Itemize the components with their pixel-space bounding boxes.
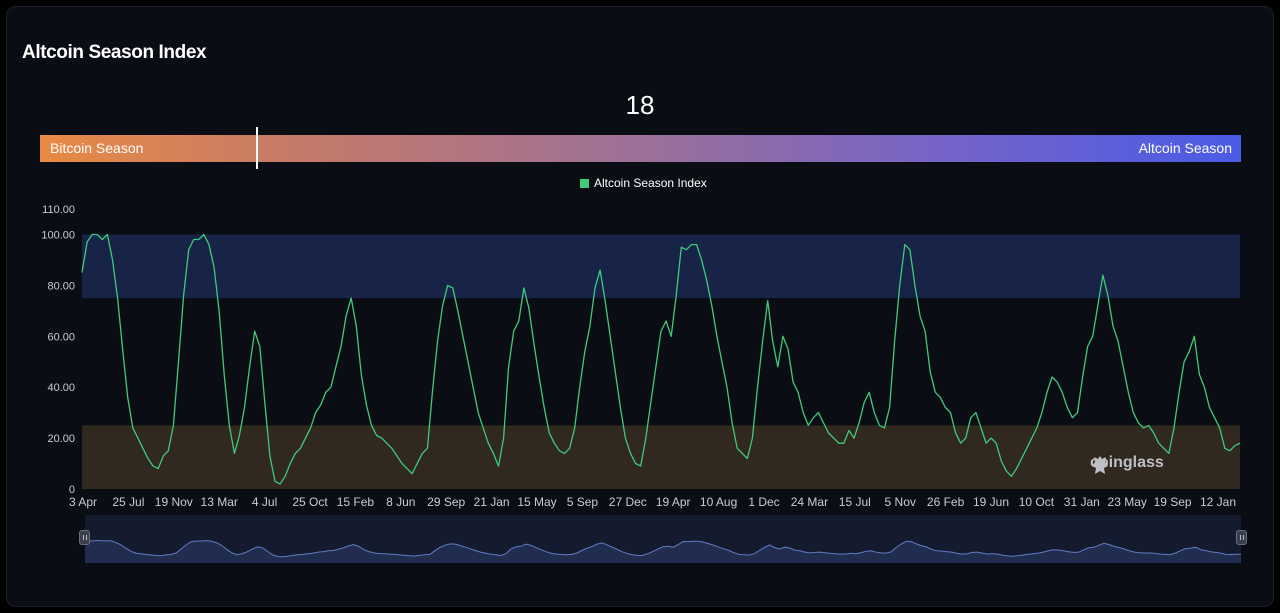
x-tick-label: 25 Oct <box>292 495 328 509</box>
y-tick-label: 20.00 <box>47 433 75 445</box>
x-tick-label: 23 May <box>1108 495 1147 509</box>
series-line-altcoin-season-index <box>81 233 1241 485</box>
x-tick-label: 13 Mar <box>201 495 238 509</box>
x-tick-label: 29 Sep <box>427 495 465 509</box>
y-tick-label: 0 <box>69 484 75 496</box>
x-tick-label: 19 Nov <box>155 495 193 509</box>
y-tick-label: 100.00 <box>41 229 75 241</box>
y-tick-label: 40.00 <box>47 382 75 394</box>
legend-swatch <box>580 178 589 188</box>
x-tick-label: 15 May <box>517 495 556 509</box>
x-tick-label: 24 Mar <box>791 495 828 509</box>
x-tick-label: 3 Apr <box>69 495 97 509</box>
x-tick-label: 4 Jul <box>252 495 277 509</box>
x-tick-label: 5 Nov <box>885 495 916 509</box>
x-tick-label: 8 Jun <box>386 495 415 509</box>
x-tick-label: 10 Oct <box>1019 495 1055 509</box>
x-tick-label: 25 Jul <box>112 495 144 509</box>
x-tick-label: 31 Jan <box>1064 495 1100 509</box>
navigator-right-handle[interactable] <box>1236 530 1247 545</box>
altcoin-season-label: Altcoin Season <box>1138 140 1232 156</box>
current-index-value: 18 <box>625 90 655 120</box>
y-tick-label: 60.00 <box>47 331 75 343</box>
x-tick-label: 12 Jan <box>1200 495 1236 509</box>
legend-label: Altcoin Season Index <box>594 176 707 190</box>
navigator-area <box>85 540 1241 563</box>
navigator-left-handle[interactable] <box>79 530 90 545</box>
season-gradient-bar: Bitcoin Season Altcoin Season <box>40 135 1241 162</box>
current-value-marker <box>256 127 258 169</box>
coinglass-watermark: coinglass <box>1090 454 1164 474</box>
chart-legend[interactable]: Altcoin Season Index <box>580 176 707 190</box>
x-tick-label: 21 Jan <box>474 495 510 509</box>
x-tick-label: 19 Sep <box>1154 495 1192 509</box>
chart-card <box>6 6 1274 607</box>
y-tick-label: 80.00 <box>47 280 75 292</box>
x-tick-label: 10 Aug <box>700 495 737 509</box>
y-tick-label: 110.00 <box>42 204 75 216</box>
x-tick-label: 19 Apr <box>656 495 691 509</box>
x-tick-label: 5 Sep <box>567 495 599 509</box>
x-tick-label: 26 Feb <box>927 495 965 509</box>
x-tick-label: 19 Jun <box>973 495 1009 509</box>
watermark-text: coinglass <box>1090 454 1164 471</box>
x-tick-label: 27 Dec <box>609 495 647 509</box>
navigator-line <box>84 540 1242 558</box>
coinglass-logo-icon <box>1092 456 1108 474</box>
page-title: Altcoin Season Index <box>22 42 207 63</box>
x-tick-label: 15 Feb <box>337 495 375 509</box>
altcoin-season-band <box>82 234 1240 299</box>
x-tick-label: 15 Jul <box>839 495 871 509</box>
x-tick-label: 1 Dec <box>748 495 779 509</box>
bitcoin-season-band <box>82 425 1240 489</box>
bitcoin-season-label: Bitcoin Season <box>50 140 144 156</box>
